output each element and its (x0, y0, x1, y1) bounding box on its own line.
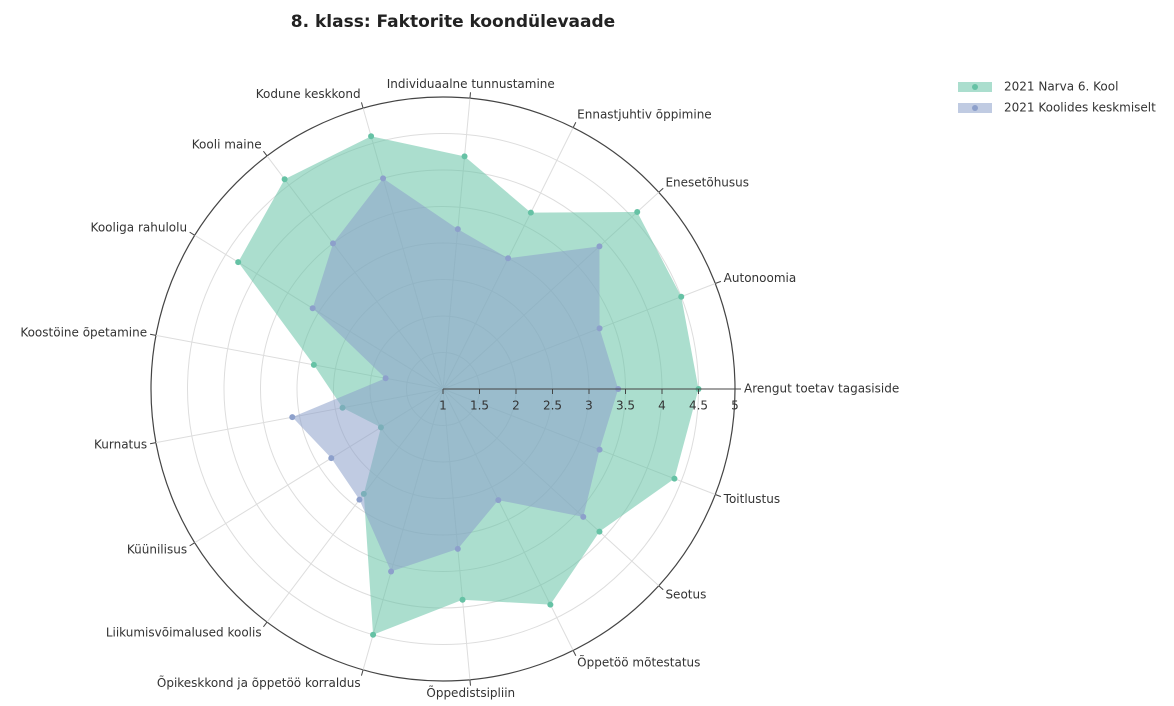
radial-tick-label: 3.5 (616, 399, 635, 413)
radial-tick-label: 5 (731, 399, 739, 413)
point (671, 475, 678, 482)
angular-tick (469, 92, 471, 99)
radial-tick-label: 1.5 (470, 399, 489, 413)
chart-title: 8. klass: Faktorite koondülevaade (291, 12, 615, 32)
point (580, 513, 587, 520)
series (289, 175, 622, 575)
category-label: Kurnatus (94, 438, 147, 452)
legend-marker (972, 105, 978, 111)
radial-tick-label: 3 (585, 399, 593, 413)
angular-tick (360, 102, 364, 109)
category-label: Arengut toetav tagasiside (744, 382, 899, 396)
point (527, 209, 534, 216)
angular-tick (715, 494, 722, 498)
point (505, 255, 512, 262)
angular-tick (189, 542, 195, 547)
point (235, 259, 242, 266)
point (596, 243, 603, 250)
point (289, 414, 296, 421)
radial-tick-label: 2.5 (543, 399, 562, 413)
point (678, 293, 685, 300)
radial-tick-label: 4.5 (689, 399, 708, 413)
point (454, 545, 461, 552)
point (547, 601, 554, 608)
category-label: Toitlustus (723, 492, 780, 506)
point (330, 240, 337, 247)
category-label: Õppetöö mõtestatus (577, 654, 700, 669)
category-label: Õpikeskkond ja õppetöö korraldus (157, 675, 361, 690)
angular-tick (572, 122, 577, 128)
point (309, 305, 316, 312)
angular-tick (715, 280, 722, 284)
angular-tick (263, 150, 268, 157)
category-label: Kooli maine (192, 137, 262, 151)
point (634, 208, 641, 215)
angular-tick (658, 187, 664, 193)
category-label: Liikumisvõimalused koolis (106, 626, 262, 640)
point (281, 176, 288, 183)
point (368, 133, 375, 140)
category-label: Individuaalne tunnustamine (387, 77, 555, 91)
radial-tick-label: 1 (439, 399, 447, 413)
legend-label: 2021 Koolides keskmiselt (1004, 101, 1156, 115)
point (459, 596, 466, 603)
radial-tick-label: 4 (658, 399, 666, 413)
angular-tick (572, 650, 577, 656)
angular-tick (360, 669, 364, 676)
legend-label: 2021 Narva 6. Kool (1004, 80, 1118, 94)
legend-marker (972, 84, 978, 90)
category-label: Ennastjuhtiv õppimine (577, 108, 712, 122)
point (461, 153, 468, 160)
angular-tick (189, 231, 195, 236)
angular-tick (469, 679, 471, 686)
point (310, 361, 317, 368)
category-label: Kooliga rahulolu (91, 220, 188, 234)
radial-tick-label: 2 (512, 399, 520, 413)
point (596, 528, 603, 535)
category-label: Koostöine õpetamine (20, 325, 147, 339)
point (388, 568, 395, 575)
category-label: Autonoomia (724, 271, 797, 285)
point (380, 175, 387, 182)
category-label: Küünilisus (127, 543, 187, 557)
point (370, 631, 377, 638)
point (328, 455, 335, 462)
category-label: Seotus (665, 588, 706, 602)
point (596, 446, 603, 453)
category-label: Kodune keskkond (256, 87, 361, 101)
category-label: Õppedistsipliin (426, 685, 515, 700)
category-label: Enesetõhusus (665, 175, 749, 189)
angular-tick (149, 442, 157, 445)
point (382, 375, 389, 382)
angular-tick (149, 333, 157, 336)
point (454, 226, 461, 233)
angular-tick (263, 621, 268, 628)
point (596, 325, 603, 332)
angular-tick (658, 585, 664, 591)
radar-area (292, 178, 619, 572)
point (495, 497, 502, 504)
point (356, 496, 363, 503)
